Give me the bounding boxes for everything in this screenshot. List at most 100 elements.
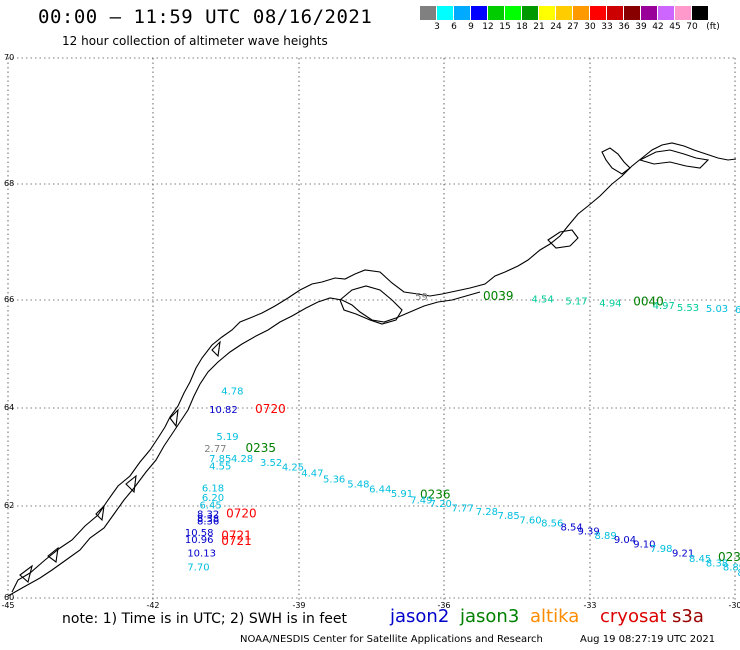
wave-height-value: 8.36 xyxy=(197,516,219,527)
wave-height-value: 8.89 xyxy=(594,531,616,542)
agency-credit: NOAA/NESDIS Center for Satellite Applica… xyxy=(240,634,543,645)
wave-height-value: 4.28 xyxy=(231,454,253,465)
legend-swatch xyxy=(607,6,624,20)
longitude-label: -45 xyxy=(1,601,14,610)
wave-height-value: 3.52 xyxy=(260,458,282,469)
pass-time-label: 0236 xyxy=(420,488,451,502)
satellite-label-jason3: jason3 xyxy=(460,606,520,627)
latitude-label: 60 xyxy=(4,593,14,602)
wave-height-value: 5.17 xyxy=(565,296,587,307)
wave-height-value: 7.49 xyxy=(410,496,432,507)
wave-height-value: 5.19 xyxy=(216,432,238,443)
legend-label: 30 xyxy=(584,22,596,32)
pass-time-label: 0040 xyxy=(633,294,664,308)
legend-label: 18 xyxy=(516,22,528,32)
legend-swatch xyxy=(522,6,539,20)
wave-height-value: 5.03 xyxy=(706,304,728,315)
legend-label: 39 xyxy=(635,22,647,32)
wave-height-value: 8.32 xyxy=(197,510,219,521)
wave-height-value: 10.96 xyxy=(185,535,214,546)
legend-swatch xyxy=(692,6,709,20)
map-subtitle: 12 hour collection of altimeter wave hei… xyxy=(62,34,328,48)
wave-height-value: 8.45 xyxy=(689,554,711,565)
legend-label: 6 xyxy=(451,22,457,32)
legend-labels: 3 6 9 12 15 18 21 24 27 30 33 36 39 42 45 70 (ft) xyxy=(420,22,720,36)
legend-swatch xyxy=(471,6,488,20)
legend-label: 42 xyxy=(652,22,664,32)
legend-label: 3 xyxy=(434,22,440,32)
wave-height-value: 7.28 xyxy=(476,507,498,518)
longitude-label: -36 xyxy=(437,601,450,610)
pass-time-label: 0720 xyxy=(226,507,257,521)
units-note: note: 1) Time is in UTC; 2) SWH is in fe… xyxy=(62,611,348,627)
wave-height-value: 4.25 xyxy=(282,463,304,474)
wave-height-value: 7.85 xyxy=(209,454,231,465)
legend-swatch xyxy=(488,6,505,20)
latitude-label: 66 xyxy=(4,295,14,304)
pass-time-label: 0237 xyxy=(718,550,740,564)
satellite-label-s3a: s3a xyxy=(672,606,704,627)
wave-height-value: 9.10 xyxy=(633,539,655,550)
wave-height-value: 4.78 xyxy=(221,387,243,398)
wave-height-value: 5.91 xyxy=(391,489,413,500)
legend-swatch xyxy=(420,6,437,20)
axis-labels: 70 68 66 64 62 60-45 -42 -39 -36 -33 -30 xyxy=(1,53,740,610)
wave-height-value: 8.25 xyxy=(737,568,740,579)
legend-swatch xyxy=(539,6,556,20)
legend-label: 15 xyxy=(499,22,511,32)
longitude-label: -42 xyxy=(146,601,159,610)
satellite-label-altika: altika xyxy=(530,606,580,627)
legend-label: 45 xyxy=(669,22,681,32)
lat-lon-grid xyxy=(7,57,736,600)
legend-swatch xyxy=(590,6,607,20)
wave-height-value: 9.39 xyxy=(577,527,599,538)
pass-time-label: 0235 xyxy=(245,441,276,455)
legend-label: 12 xyxy=(482,22,494,32)
legend-swatch xyxy=(454,6,471,20)
wave-height-value: 7.77 xyxy=(451,504,473,515)
pass-time-label: 0721 xyxy=(221,529,252,543)
satellite-label-jason2: jason2 xyxy=(390,606,450,627)
wave-height-value: 6.44 xyxy=(369,484,391,495)
latitude-label: 68 xyxy=(4,179,14,188)
greenland-coastline xyxy=(7,142,737,597)
wave-height-value: 6.47 xyxy=(735,305,740,316)
longitude-label: -39 xyxy=(292,601,305,610)
wave-height-value: 4.54 xyxy=(531,295,553,306)
generated-timestamp: Aug 19 08:27:19 UTC 2021 xyxy=(580,634,716,645)
legend-swatch xyxy=(675,6,692,20)
wave-height-value: 6.45 xyxy=(199,500,221,511)
wave-height-value: 5.48 xyxy=(347,479,369,490)
wave-height-value: 10.82 xyxy=(209,405,238,416)
legend-label: 27 xyxy=(567,22,579,32)
pass-time-label: 0039 xyxy=(483,289,514,303)
legend-label: 70 xyxy=(686,22,698,32)
wave-height-value: 9.04 xyxy=(614,535,636,546)
legend-unit: (ft) xyxy=(706,22,720,32)
wave-height-value: 6.18 xyxy=(202,483,224,494)
wave-height-value: 10.13 xyxy=(187,549,216,560)
pass-time-label: 0720 xyxy=(255,402,286,416)
wave-height-value: 7.85 xyxy=(498,511,520,522)
latitude-label: 62 xyxy=(4,501,14,510)
legend-label: 33 xyxy=(601,22,613,32)
legend-label: 24 xyxy=(550,22,562,32)
satellite-label-cryosat: cryosat xyxy=(600,606,667,627)
pass-time-label: 0721 xyxy=(221,534,252,548)
wave-height-value: 4.55 xyxy=(209,461,231,472)
wave-height-value: 7.60 xyxy=(519,515,541,526)
wave-height-value: 5.36 xyxy=(323,474,345,485)
wave-height-value: 9.21 xyxy=(672,549,694,560)
legend-label: 21 xyxy=(533,22,545,32)
legend-swatch xyxy=(641,6,658,20)
legend-swatch xyxy=(624,6,641,20)
map-title: 00:00 – 11:59 UTC 08/16/2021 xyxy=(38,6,373,28)
latitude-label: 64 xyxy=(4,403,14,412)
wave-height-value: 8.54 xyxy=(561,522,583,533)
legend-swatches xyxy=(420,6,709,20)
legend-swatch xyxy=(437,6,454,20)
wave-height-value: 2.77 xyxy=(204,444,226,455)
wave-height-value: 4.97 xyxy=(653,301,675,312)
legend-swatch xyxy=(556,6,573,20)
